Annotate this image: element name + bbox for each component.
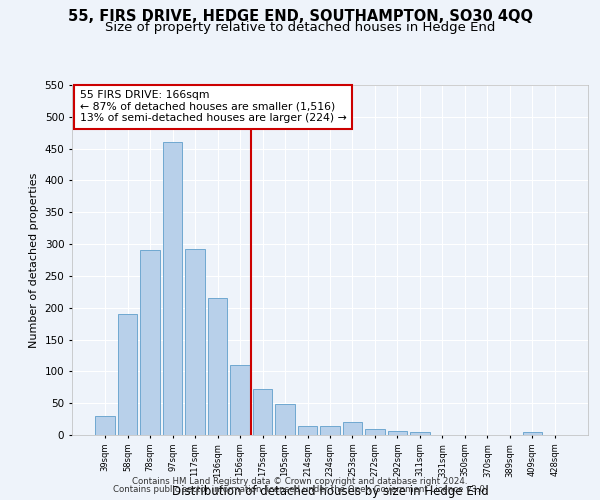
Bar: [118, 314, 137, 435]
X-axis label: Distribution of detached houses by size in Hedge End: Distribution of detached houses by size …: [172, 485, 488, 498]
Bar: [185, 249, 205, 435]
Bar: [388, 431, 407, 435]
Bar: [320, 426, 340, 435]
Bar: [365, 428, 385, 435]
Bar: [298, 426, 317, 435]
Bar: [230, 365, 250, 435]
Bar: [208, 298, 227, 435]
Bar: [343, 422, 362, 435]
Bar: [523, 432, 542, 435]
Text: Contains HM Land Registry data © Crown copyright and database right 2024.: Contains HM Land Registry data © Crown c…: [132, 477, 468, 486]
Bar: [410, 432, 430, 435]
Bar: [95, 416, 115, 435]
Text: 55 FIRS DRIVE: 166sqm
← 87% of detached houses are smaller (1,516)
13% of semi-d: 55 FIRS DRIVE: 166sqm ← 87% of detached …: [80, 90, 346, 124]
Bar: [275, 404, 295, 435]
Text: 55, FIRS DRIVE, HEDGE END, SOUTHAMPTON, SO30 4QQ: 55, FIRS DRIVE, HEDGE END, SOUTHAMPTON, …: [67, 9, 533, 24]
Text: Contains public sector information licensed under the Open Government Licence v3: Contains public sector information licen…: [113, 485, 487, 494]
Bar: [253, 388, 272, 435]
Y-axis label: Number of detached properties: Number of detached properties: [29, 172, 39, 348]
Text: Size of property relative to detached houses in Hedge End: Size of property relative to detached ho…: [105, 21, 495, 34]
Bar: [140, 250, 160, 435]
Bar: [163, 142, 182, 435]
